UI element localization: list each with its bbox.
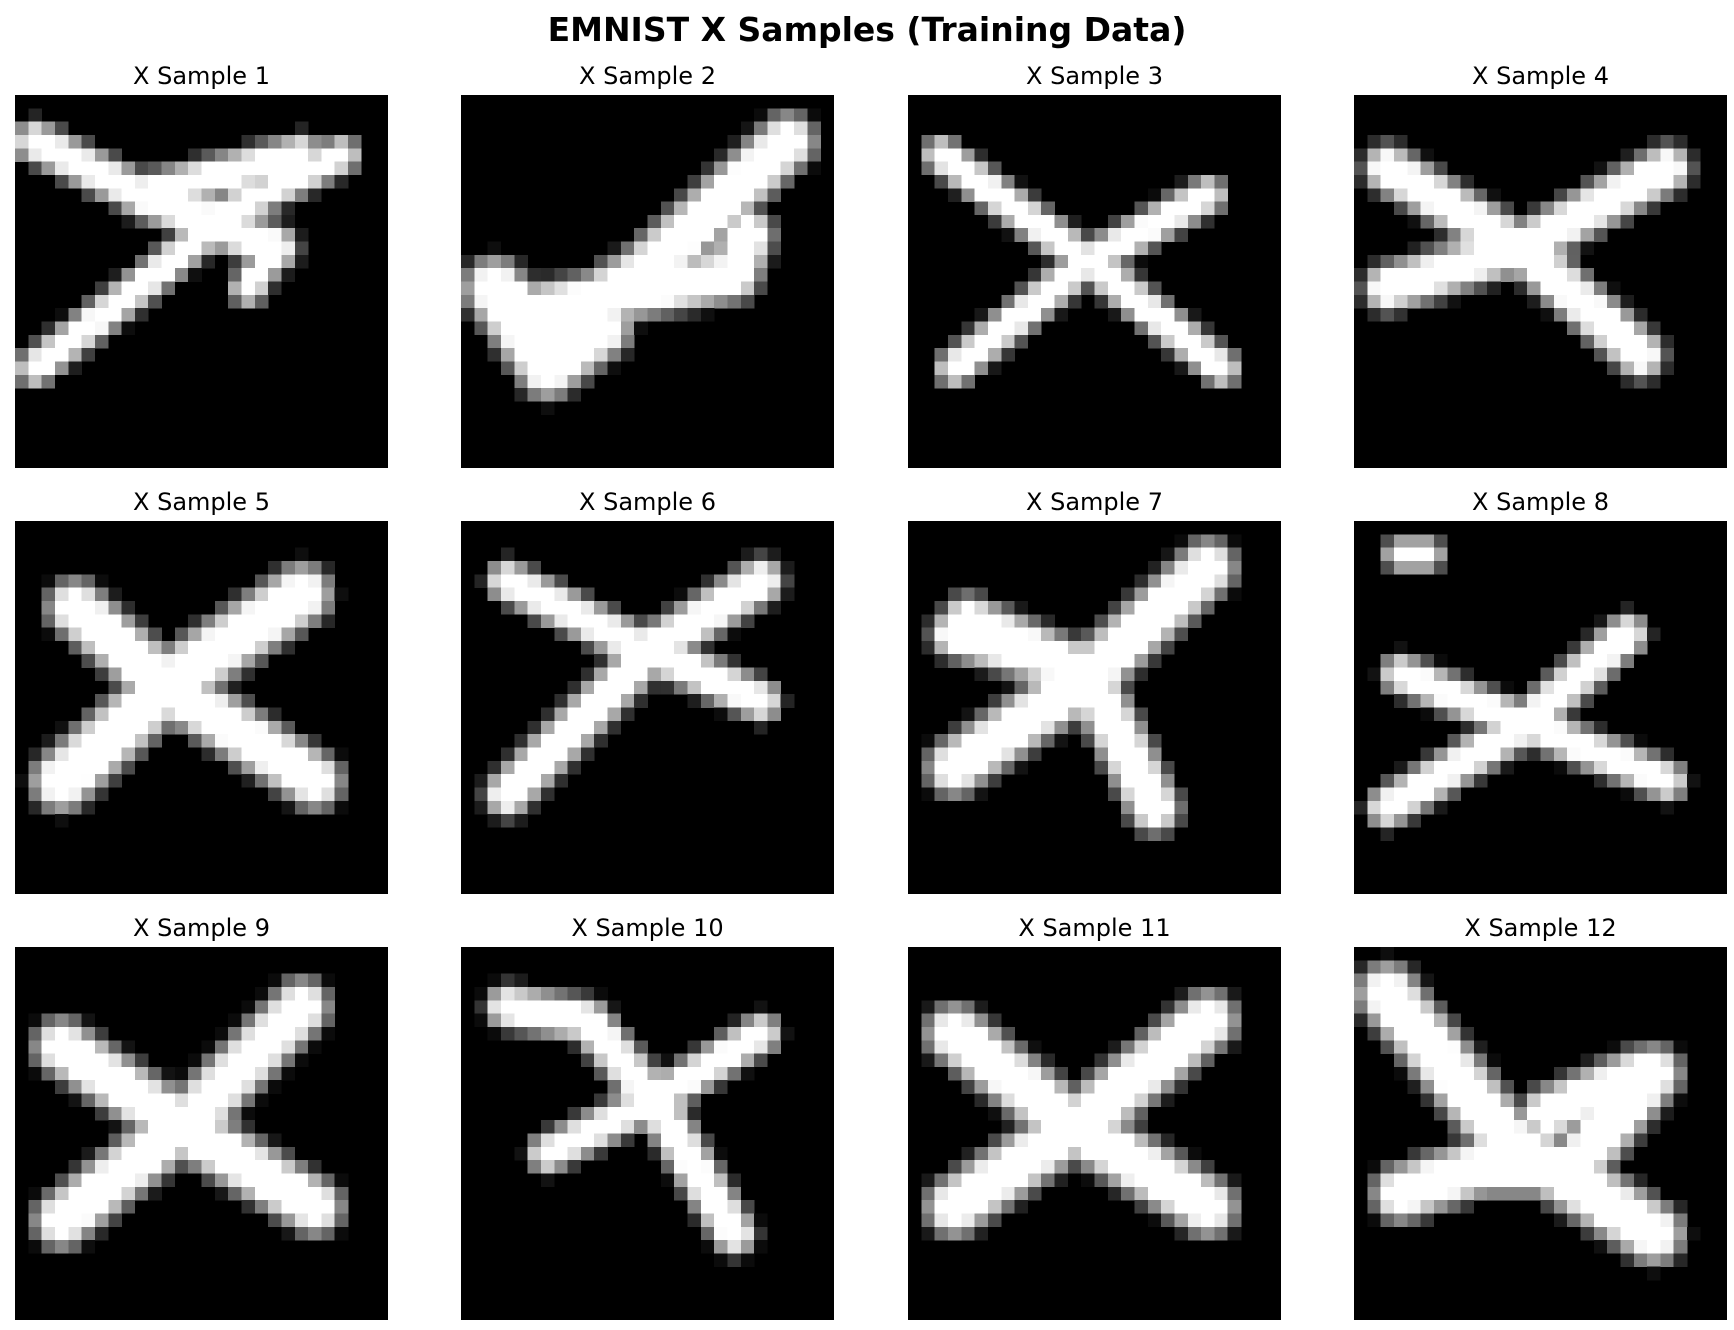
sample-image-6 [461, 521, 834, 894]
sample-title-5: X Sample 5 [133, 488, 270, 516]
sample-image-1 [15, 95, 388, 468]
sample-title-4: X Sample 4 [1472, 62, 1609, 90]
sample-panel-6: X Sample 6 [461, 487, 834, 894]
sample-image-11 [908, 947, 1281, 1320]
sample-panel-12: X Sample 12 [1354, 913, 1727, 1320]
sample-title-3: X Sample 3 [1026, 62, 1163, 90]
sample-image-12 [1354, 947, 1727, 1320]
figure-title: EMNIST X Samples (Training Data) [547, 10, 1187, 49]
sample-panel-2: X Sample 2 [461, 61, 834, 468]
sample-panel-5: X Sample 5 [15, 487, 388, 894]
sample-panel-11: X Sample 11 [908, 913, 1281, 1320]
sample-panel-1: X Sample 1 [15, 61, 388, 468]
sample-title-11: X Sample 11 [1018, 914, 1171, 942]
sample-panel-3: X Sample 3 [908, 61, 1281, 468]
sample-title-10: X Sample 10 [571, 914, 724, 942]
sample-image-4 [1354, 95, 1727, 468]
sample-panel-4: X Sample 4 [1354, 61, 1727, 468]
sample-title-7: X Sample 7 [1026, 488, 1163, 516]
sample-title-12: X Sample 12 [1464, 914, 1617, 942]
sample-image-2 [461, 95, 834, 468]
sample-title-8: X Sample 8 [1472, 488, 1609, 516]
sample-title-9: X Sample 9 [133, 914, 270, 942]
sample-image-10 [461, 947, 834, 1320]
sample-title-1: X Sample 1 [133, 62, 270, 90]
sample-panel-8: X Sample 8 [1354, 487, 1727, 894]
sample-image-7 [908, 521, 1281, 894]
sample-image-5 [15, 521, 388, 894]
sample-image-9 [15, 947, 388, 1320]
sample-title-2: X Sample 2 [579, 62, 716, 90]
sample-title-6: X Sample 6 [579, 488, 716, 516]
sample-panel-9: X Sample 9 [15, 913, 388, 1320]
sample-image-8 [1354, 521, 1727, 894]
sample-panel-10: X Sample 10 [461, 913, 834, 1320]
sample-image-3 [908, 95, 1281, 468]
sample-panel-7: X Sample 7 [908, 487, 1281, 894]
